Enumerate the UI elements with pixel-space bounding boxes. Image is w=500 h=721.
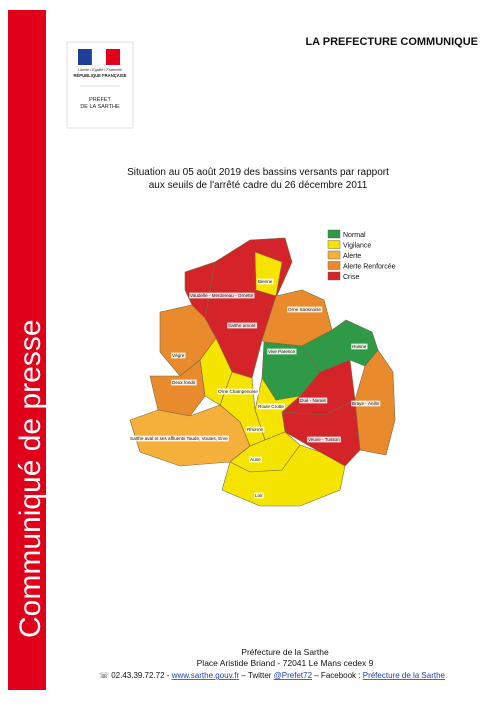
logo-motto: Liberté • Égalité • Fraternité <box>78 67 122 72</box>
side-band <box>8 10 46 690</box>
legend: Normal Vigilance Alerte Alerte Renforcée Cri… <box>327 229 396 281</box>
map-title: Situation au 05 août 2019 des bassins ve… <box>127 167 389 178</box>
region-label: Dué - Narais <box>300 398 326 403</box>
region-label: Roule Crotte <box>258 404 284 409</box>
region-label-box <box>257 278 274 285</box>
facebook-link[interactable]: Préfecture de la Sarthe <box>363 671 446 680</box>
region-label-box <box>249 456 262 463</box>
legend-label: Alerte Renforcée <box>343 263 396 270</box>
legend-swatch <box>327 240 341 249</box>
twitter-link[interactable]: @Prefet72 <box>274 671 313 680</box>
region-label-box <box>171 379 197 386</box>
phone: ☏ 02.43.39.72.72 - <box>99 671 172 680</box>
legend-label: Vigilance <box>343 242 371 249</box>
header-title: LA PREFECTURE COMMUNIQUE <box>305 36 478 48</box>
region-label-box <box>171 352 186 359</box>
region-label-box <box>299 397 328 404</box>
map-region <box>281 399 361 467</box>
flag-white <box>91 48 107 66</box>
region-label: Deux fonds <box>172 380 196 385</box>
contact-text: – Facebook : <box>312 671 363 680</box>
legend-swatch <box>327 250 341 260</box>
logo-republic: RÉPUBLIQUE FRANÇAISE <box>73 73 126 78</box>
flag-red <box>106 49 120 65</box>
footer-line: Préfecture de la Sarthe <box>241 647 329 657</box>
logo-prefect: PRÉFET <box>89 96 111 103</box>
region-label: Vègre <box>172 353 185 358</box>
region-label: Bienne <box>258 279 273 284</box>
flag-blue <box>78 49 92 65</box>
map-region <box>221 444 346 507</box>
region-label: Orne Saosnoise <box>288 307 321 312</box>
legend-swatch <box>327 271 341 281</box>
region-label: Huisne <box>352 344 367 349</box>
region-label-box <box>307 436 341 443</box>
region-label-box <box>257 403 286 410</box>
region-label-box <box>351 400 381 407</box>
region-label-box <box>351 343 368 350</box>
region-label-box <box>217 388 260 395</box>
contact-text: – Twitter <box>239 671 274 680</box>
region-label: Loir <box>255 493 263 498</box>
region-label-box <box>254 492 264 499</box>
map-region <box>129 404 251 467</box>
legend-label: Alerte <box>343 253 361 260</box>
region-label-box <box>246 426 265 433</box>
region-label: Sarthe amont <box>228 323 256 328</box>
footer-contact: ☏ 02.43.39.72.72 - www.sarthe.gouv.fr – … <box>99 671 446 680</box>
map-title: aux seuils de l'arrêté cadre du 26 décem… <box>149 180 368 191</box>
legend-label: Normal <box>343 232 366 239</box>
region-label: Aune <box>250 457 261 462</box>
legend-swatch <box>327 261 341 270</box>
region-label: Braye - Anille <box>352 401 380 406</box>
side-title: Communiqué de presse <box>14 319 47 638</box>
region-label: Rhonne <box>247 427 264 432</box>
logo-prefect: DE LA SARTHE <box>80 104 120 110</box>
legend-swatch <box>327 229 341 239</box>
region-label: Sarthe aval et ses affluents Taude, Vout… <box>130 436 228 441</box>
region-label: Orne Champenoise <box>218 389 258 394</box>
footer-line: Place Aristide Briand - 72041 Le Mans ce… <box>197 658 374 668</box>
region-label-box <box>227 322 258 329</box>
website-link[interactable]: www.sarthe.gouv.fr <box>171 671 240 680</box>
region-label-box <box>267 348 297 355</box>
region-label: Vaudelle - Merdereau - Ornette <box>190 293 254 298</box>
map: Sarthe amont Vaudelle - Merdereau - Ornet… <box>129 237 396 507</box>
legend-label: Crise <box>343 274 359 281</box>
region-label: Veuve - Tusson <box>308 437 340 442</box>
region-label: Vive Parence <box>268 349 296 354</box>
region-label-box <box>129 435 229 442</box>
region-label-box <box>189 292 255 299</box>
region-label-box <box>287 306 323 313</box>
